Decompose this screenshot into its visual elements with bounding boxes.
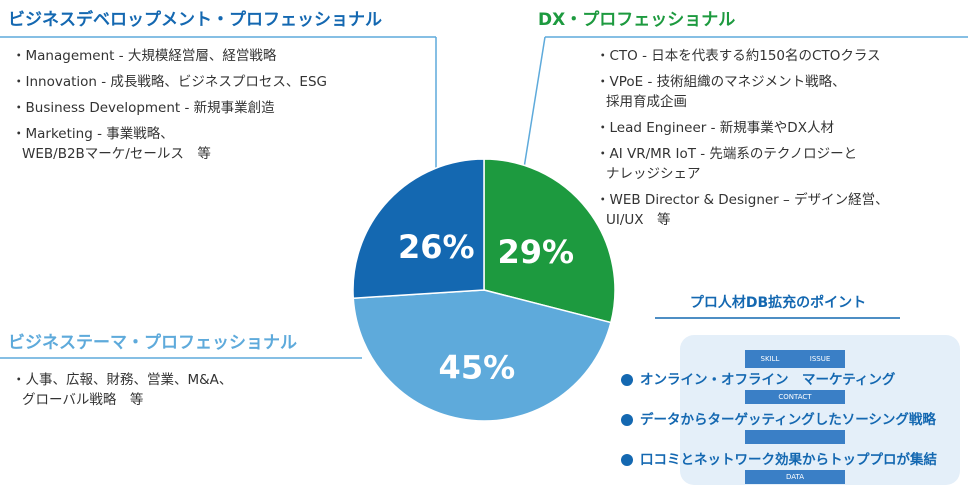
panel-title: プロ人材DB拡充のポイント	[690, 294, 866, 311]
bullet	[621, 374, 633, 386]
graphic-label: SKILL	[761, 355, 780, 363]
category-heading: ビジネスデベロップメント・プロフェッショナル	[8, 9, 382, 30]
point-item: オンライン・オフライン マーケティング	[640, 371, 896, 388]
category-heading: ビジネステーマ・プロフェッショナル	[8, 332, 297, 353]
pie-slice	[352, 289, 612, 422]
value-label: 26%	[398, 228, 475, 266]
description-line: ・VPoE - 技術組織のマネジメント戦略、	[596, 74, 846, 90]
value-label: 45%	[439, 349, 516, 387]
description-line: UI/UX 等	[606, 211, 671, 228]
description-line: ・Management - 大規模経営層、経営戦略	[12, 48, 277, 64]
description-line: WEB/B2Bマーケ/セールス 等	[22, 145, 211, 162]
description-line: グローバル戦略 等	[22, 391, 143, 408]
decor	[0, 36, 968, 485]
description-line: 採用育成企画	[606, 93, 687, 110]
pie-slice	[483, 158, 616, 324]
description-line: ・人事、広報、財務、営業、M&A、	[12, 372, 232, 388]
point-item: 口コミとネットワーク効果からトッププロが集結	[640, 451, 937, 468]
description-line: ・CTO - 日本を代表する約150名のCTOクラス	[596, 48, 881, 64]
graphic-label: ISSUE	[810, 355, 831, 363]
pie-slice	[352, 158, 485, 300]
point-item: データからターゲッティングしたソーシング戦略	[640, 411, 936, 428]
description-line: ナレッジシェア	[606, 166, 701, 182]
description-line: ・WEB Director & Designer – デザイン経営、	[596, 191, 889, 208]
description-line: ・Business Development - 新規事業創造	[12, 100, 275, 116]
bullet	[621, 454, 633, 466]
graphic-label: DATA	[786, 473, 804, 481]
category-heading: DX・プロフェッショナル	[538, 9, 735, 30]
graphic-label: CONTACT	[778, 393, 812, 401]
description-line: ・Marketing - 事業戦略、	[12, 126, 174, 142]
value-label: 29%	[497, 233, 574, 271]
description-line: ・Innovation - 成長戦略、ビジネスプロセス、ESG	[12, 74, 327, 90]
bullet	[621, 414, 633, 426]
description-line: ・Lead Engineer - 新規事業やDX人材	[596, 120, 834, 136]
description-line: ・AI VR/MR IoT - 先端系のテクノロジーと	[596, 146, 857, 162]
